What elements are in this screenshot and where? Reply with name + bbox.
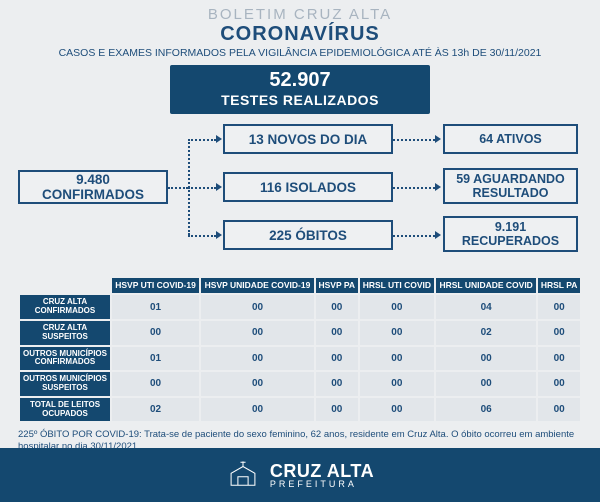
table-cell: 04 bbox=[436, 295, 536, 319]
table-cell: 00 bbox=[316, 321, 358, 345]
col-header: HRSL PA bbox=[538, 278, 580, 293]
arrow-icon bbox=[435, 135, 441, 143]
col-header: HSVP UNIDADE COVID-19 bbox=[201, 278, 314, 293]
col-header: HSVP PA bbox=[316, 278, 358, 293]
table-row: OUTROS MUNICÍPIOS SUSPEITOS000000000000 bbox=[20, 372, 580, 396]
box-isolados: 116 ISOLADOS bbox=[223, 172, 393, 202]
table-cell: 00 bbox=[201, 295, 314, 319]
table-cell: 02 bbox=[112, 398, 199, 422]
footer-text: CRUZ ALTA PREFEITURA bbox=[270, 462, 374, 489]
row-header: OUTROS MUNICÍPIOS CONFIRMADOS bbox=[20, 347, 110, 371]
table-cell: 00 bbox=[201, 321, 314, 345]
table-cell: 00 bbox=[538, 295, 580, 319]
table-cell: 00 bbox=[360, 372, 434, 396]
tests-count: 52.907 bbox=[170, 69, 430, 92]
table-cell: 00 bbox=[360, 398, 434, 422]
table-row: OUTROS MUNICÍPIOS CONFIRMADOS01000000000… bbox=[20, 347, 580, 371]
arrow-icon bbox=[216, 135, 222, 143]
flow-connector bbox=[188, 139, 216, 141]
box-recuperados: 9.191 RECUPERADOS bbox=[443, 216, 578, 252]
tests-label: TESTES REALIZADOS bbox=[170, 92, 430, 108]
col-header: HRSL UTI COVID bbox=[360, 278, 434, 293]
table-cell: 00 bbox=[538, 321, 580, 345]
flow-diagram: 9.480 CONFIRMADOS 13 NOVOS DO DIA 116 IS… bbox=[18, 120, 582, 270]
beds-table: HSVP UTI COVID-19 HSVP UNIDADE COVID-19 … bbox=[18, 276, 582, 423]
box-ativos: 64 ATIVOS bbox=[443, 124, 578, 154]
table-cell: 01 bbox=[112, 295, 199, 319]
table-cell: 00 bbox=[316, 347, 358, 371]
arrow-icon bbox=[216, 231, 222, 239]
table-cell: 01 bbox=[112, 347, 199, 371]
col-header: HSVP UTI COVID-19 bbox=[112, 278, 199, 293]
table-cell: 00 bbox=[360, 295, 434, 319]
table-cell: 00 bbox=[112, 321, 199, 345]
flow-connector bbox=[188, 235, 216, 237]
box-confirmados: 9.480 CONFIRMADOS bbox=[18, 170, 168, 204]
row-header: OUTROS MUNICÍPIOS SUSPEITOS bbox=[20, 372, 110, 396]
table-cell: 06 bbox=[436, 398, 536, 422]
col-header: HRSL UNIDADE COVID bbox=[436, 278, 536, 293]
tests-box: 52.907 TESTES REALIZADOS bbox=[170, 65, 430, 114]
arrow-icon bbox=[435, 231, 441, 239]
box-aguardando: 59 AGUARDANDO RESULTADO bbox=[443, 168, 578, 204]
row-header: TOTAL DE LEITOS OCUPADOS bbox=[20, 398, 110, 422]
row-header: CRUZ ALTA CONFIRMADOS bbox=[20, 295, 110, 319]
box-novos: 13 NOVOS DO DIA bbox=[223, 124, 393, 154]
table-cell: 00 bbox=[538, 398, 580, 422]
table-cell: 00 bbox=[316, 295, 358, 319]
flow-connector bbox=[168, 187, 188, 189]
city-logo-icon bbox=[226, 458, 260, 492]
table-cell: 00 bbox=[436, 347, 536, 371]
table-cell: 00 bbox=[201, 372, 314, 396]
flow-connector bbox=[393, 139, 435, 141]
table-cell: 00 bbox=[436, 372, 536, 396]
table-header-row: HSVP UTI COVID-19 HSVP UNIDADE COVID-19 … bbox=[20, 278, 580, 293]
table-cell: 00 bbox=[360, 321, 434, 345]
table-cell: 00 bbox=[112, 372, 199, 396]
table-cell: 00 bbox=[538, 347, 580, 371]
table-cell: 00 bbox=[538, 372, 580, 396]
row-header: CRUZ ALTA SUSPEITOS bbox=[20, 321, 110, 345]
table-row: CRUZ ALTA SUSPEITOS000000000200 bbox=[20, 321, 580, 345]
flow-connector bbox=[393, 187, 435, 189]
table-cell: 02 bbox=[436, 321, 536, 345]
table-cell: 00 bbox=[201, 347, 314, 371]
table-cell: 00 bbox=[316, 372, 358, 396]
bulletin-title-line2: CORONAVÍRUS bbox=[0, 23, 600, 46]
table-cell: 00 bbox=[201, 398, 314, 422]
bulletin-title-line1: BOLETIM CRUZ ALTA bbox=[0, 6, 600, 23]
table-cell: 00 bbox=[316, 398, 358, 422]
flow-connector bbox=[393, 235, 435, 237]
arrow-icon bbox=[435, 183, 441, 191]
table-row: CRUZ ALTA CONFIRMADOS010000000400 bbox=[20, 295, 580, 319]
table-row: TOTAL DE LEITOS OCUPADOS020000000600 bbox=[20, 398, 580, 422]
bulletin-subtitle: CASOS E EXAMES INFORMADOS PELA VIGILÂNCI… bbox=[0, 47, 600, 59]
arrow-icon bbox=[216, 183, 222, 191]
table-corner bbox=[20, 278, 110, 293]
bulletin-header: BOLETIM CRUZ ALTA CORONAVÍRUS CASOS E EX… bbox=[0, 0, 600, 61]
box-obitos: 225 ÓBITOS bbox=[223, 220, 393, 250]
footer-city-name: CRUZ ALTA bbox=[270, 462, 374, 480]
flow-connector bbox=[188, 187, 216, 189]
footer-subtitle: PREFEITURA bbox=[270, 480, 374, 489]
table-cell: 00 bbox=[360, 347, 434, 371]
footer-bar: CRUZ ALTA PREFEITURA bbox=[0, 448, 600, 502]
